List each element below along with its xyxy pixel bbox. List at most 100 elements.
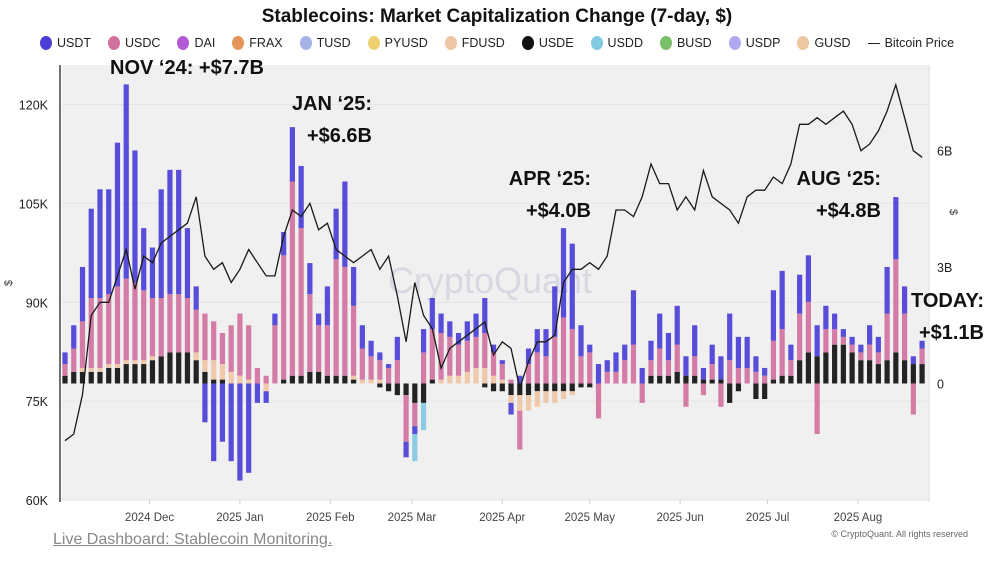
- bar-usdt: [814, 325, 820, 357]
- legend-item-bitcoin-price[interactable]: Bitcoin Price: [867, 36, 954, 50]
- bar-usdt: [447, 321, 453, 337]
- bar-fdusd: [359, 379, 365, 384]
- bar-usdc: [132, 282, 138, 361]
- legend-item-frax[interactable]: FRAX: [232, 36, 283, 50]
- left-axis-tick-label: 90K: [26, 296, 49, 310]
- x-axis-tick-label: 2025 Jun: [656, 512, 703, 524]
- bar-fdusd: [237, 375, 243, 384]
- legend-item-usde[interactable]: USDE: [521, 36, 574, 50]
- bar-usde: [342, 375, 348, 384]
- annotation-line: TODAY:: [911, 290, 984, 312]
- bar-usdc: [412, 402, 418, 427]
- legend-swatch-usdd: [590, 36, 603, 50]
- bar-usde: [333, 375, 339, 384]
- legend-label: FRAX: [249, 36, 283, 50]
- legend-item-gusd[interactable]: GUSD: [797, 36, 851, 50]
- bar-usdt: [219, 383, 226, 442]
- bar-usdc: [88, 298, 94, 368]
- bar-usde: [97, 371, 103, 384]
- bar-usdc: [875, 352, 881, 365]
- bar-fdusd: [569, 391, 575, 396]
- bar-fdusd: [219, 364, 226, 380]
- legend-item-busd[interactable]: BUSD: [659, 36, 712, 50]
- bar-usde: [429, 379, 435, 384]
- legend-label: BUSD: [676, 36, 712, 50]
- bar-usde: [193, 360, 199, 384]
- bar-usdt: [910, 356, 916, 365]
- bar-usdt: [753, 356, 759, 372]
- bar-usde: [709, 379, 715, 384]
- bar-usdt: [840, 329, 846, 337]
- live-dashboard-link[interactable]: Live Dashboard: Stablecoin Monitoring.: [53, 531, 333, 548]
- bar-usde: [106, 367, 112, 384]
- bar-usdc: [613, 371, 619, 384]
- bar-usdt: [351, 266, 357, 306]
- annotation-apr-25: APR ‘25: +$4.0B: [509, 163, 591, 227]
- bar-fdusd: [517, 395, 523, 411]
- bar-usdc: [254, 367, 261, 384]
- bar-fdusd: [482, 367, 488, 384]
- bar-usde: [394, 383, 400, 396]
- bar-usdt: [324, 286, 330, 326]
- bar-usdc: [333, 259, 339, 376]
- bar-usdt: [368, 340, 374, 357]
- bar-usdt: [832, 313, 838, 330]
- bar-usdc: [700, 383, 707, 396]
- bar-usdc: [849, 344, 855, 353]
- annotation-line: APR ‘25:: [508, 168, 591, 190]
- bar-usde: [788, 375, 794, 384]
- bar-usde: [132, 364, 138, 384]
- bar-usdc: [508, 379, 514, 384]
- legend-label: USDP: [745, 36, 781, 50]
- bar-usdc: [893, 259, 899, 353]
- bar-usdc: [298, 228, 304, 376]
- legend-item-tusd[interactable]: TUSD: [299, 36, 351, 50]
- legend-item-usdd[interactable]: USDD: [590, 36, 643, 50]
- bar-usdc: [753, 371, 759, 384]
- right-axis-tick-label: 3B: [937, 261, 952, 275]
- bar-fdusd: [123, 360, 129, 365]
- bar-usdc: [534, 352, 540, 384]
- bar-usdc: [499, 364, 505, 380]
- bar-usdc: [639, 383, 645, 403]
- bar-usdc: [429, 329, 435, 380]
- bar-usde: [884, 360, 890, 384]
- x-axis-tick-label: 2025 Jan: [216, 512, 263, 524]
- bar-usdc: [525, 364, 532, 384]
- bar-usde: [88, 371, 94, 384]
- bar-usdt: [79, 266, 86, 322]
- bar-usdt: [788, 344, 794, 361]
- legend-item-pyusd[interactable]: PYUSD: [367, 36, 428, 50]
- bar-usdt: [429, 298, 435, 330]
- legend-item-usdp[interactable]: USDP: [728, 36, 781, 50]
- left-axis-tick-label: 60K: [26, 494, 49, 508]
- legend-swatch-usde: [521, 36, 534, 50]
- legend-swatch-gusd: [797, 36, 810, 50]
- bar-usdc: [718, 383, 724, 407]
- bar-usdt: [552, 286, 558, 337]
- bar-usdt: [700, 367, 707, 380]
- bar-usdc: [735, 367, 742, 384]
- bar-usdc: [202, 313, 208, 361]
- bar-usdc: [237, 313, 243, 376]
- bar-usdc: [228, 325, 234, 372]
- legend-item-usdt[interactable]: USDT: [40, 36, 91, 50]
- bar-usdc: [543, 356, 549, 384]
- bar-usdt: [893, 197, 899, 260]
- bar-usdt: [385, 364, 392, 368]
- bar-usdc: [832, 329, 838, 345]
- bar-usdc: [307, 294, 313, 372]
- legend-item-fdusd[interactable]: FDUSD: [444, 36, 505, 50]
- bar-fdusd: [368, 379, 374, 384]
- annotation-line: +$4.8B: [815, 200, 881, 222]
- bar-usdt: [648, 340, 654, 361]
- left-axis-tick-label: 105K: [19, 197, 49, 211]
- legend-item-usdc[interactable]: USDC: [108, 36, 160, 50]
- bar-usdc: [604, 371, 610, 384]
- bar-usdt: [578, 325, 584, 357]
- bar-usdc: [281, 255, 287, 380]
- legend-item-dai[interactable]: DAI: [177, 36, 215, 50]
- bar-fdusd: [534, 391, 540, 407]
- bar-fdusd: [508, 395, 514, 403]
- bar-usdc: [788, 360, 794, 376]
